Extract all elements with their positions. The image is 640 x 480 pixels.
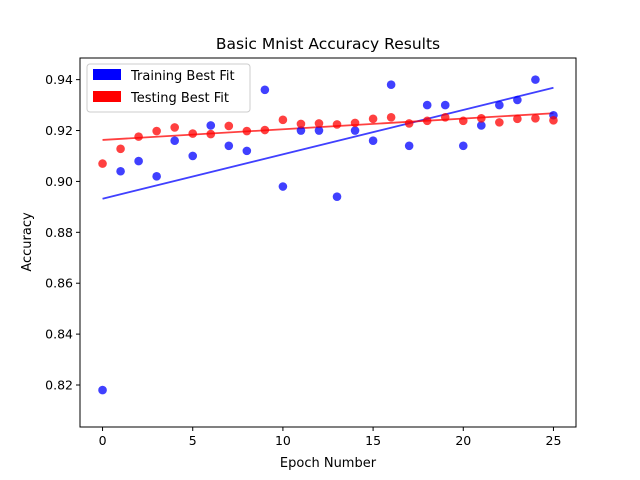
training-point <box>350 126 360 135</box>
testing-point <box>513 114 522 124</box>
training-point <box>368 136 378 146</box>
x-tick-label: 10 <box>275 433 291 448</box>
legend-label-testing: Testing Best Fit <box>130 91 229 106</box>
x-tick-label: 5 <box>189 433 197 448</box>
training-point <box>513 95 522 105</box>
legend-swatch-testing <box>93 91 121 102</box>
training-point <box>332 192 342 201</box>
testing-point <box>495 118 504 127</box>
testing-point <box>458 116 468 126</box>
y-axis-label: Accuracy <box>20 212 35 272</box>
x-axis-label: Epoch Number <box>280 456 377 471</box>
training-point <box>98 385 107 395</box>
y-tick-label: 0.94 <box>45 72 73 87</box>
testing-point <box>242 126 252 136</box>
testing-point <box>170 123 179 132</box>
training-point <box>206 121 216 130</box>
y-tick-label: 0.82 <box>45 378 73 393</box>
training-point <box>242 146 252 156</box>
training-point <box>495 100 504 110</box>
testing-point <box>260 125 270 135</box>
testing-point <box>549 116 558 125</box>
testing-point <box>422 116 432 126</box>
plot-frame <box>79 57 577 428</box>
testing-point <box>440 112 450 122</box>
x-tick-label: 0 <box>99 433 107 448</box>
legend: Training Best Fit Testing Best Fit <box>86 63 251 113</box>
training-point <box>278 182 288 191</box>
testing-point <box>477 114 486 123</box>
training-point <box>224 141 234 151</box>
training-point <box>477 121 486 130</box>
y-tick-label: 0.86 <box>45 276 73 291</box>
training-point <box>188 151 198 161</box>
training-point <box>314 126 324 135</box>
testing-point <box>531 114 540 123</box>
training-point <box>531 75 540 84</box>
testing-point <box>368 114 378 124</box>
training-point <box>152 172 161 181</box>
testing-point <box>404 119 414 128</box>
testing-point <box>296 119 306 129</box>
testing-point <box>332 120 342 129</box>
testing-point <box>386 112 396 122</box>
training-point <box>422 100 432 110</box>
training-point <box>116 166 125 176</box>
training-point <box>404 141 414 151</box>
testing-point <box>206 129 216 139</box>
legend-label-training: Training Best Fit <box>130 69 235 84</box>
chart-title: Basic Mnist Accuracy Results <box>216 35 440 53</box>
y-tick-label: 0.84 <box>45 327 73 342</box>
testing-point <box>98 159 107 168</box>
x-tick-label: 25 <box>546 433 562 448</box>
testing-point <box>116 144 125 154</box>
legend-swatch-training <box>93 69 121 80</box>
y-tick-label: 0.88 <box>45 225 73 240</box>
training-point <box>296 126 306 135</box>
x-tick-label: 20 <box>455 433 471 448</box>
y-tick-label: 0.92 <box>45 123 73 138</box>
training-point <box>386 80 396 90</box>
training-fit-line <box>102 86 554 200</box>
x-tick-label: 15 <box>365 433 381 448</box>
y-tick-label: 0.90 <box>45 174 73 189</box>
testing-point <box>278 115 288 125</box>
legend-box <box>86 63 251 113</box>
testing-point <box>188 129 198 138</box>
testing-point <box>134 132 143 141</box>
testing-point <box>350 118 360 128</box>
training-point <box>260 85 270 95</box>
testing-point <box>314 119 324 128</box>
testing-point <box>152 126 161 136</box>
training-point <box>134 156 143 166</box>
training-point <box>170 136 179 146</box>
testing-point <box>224 121 234 131</box>
training-point <box>458 141 468 151</box>
training-point <box>440 100 450 110</box>
